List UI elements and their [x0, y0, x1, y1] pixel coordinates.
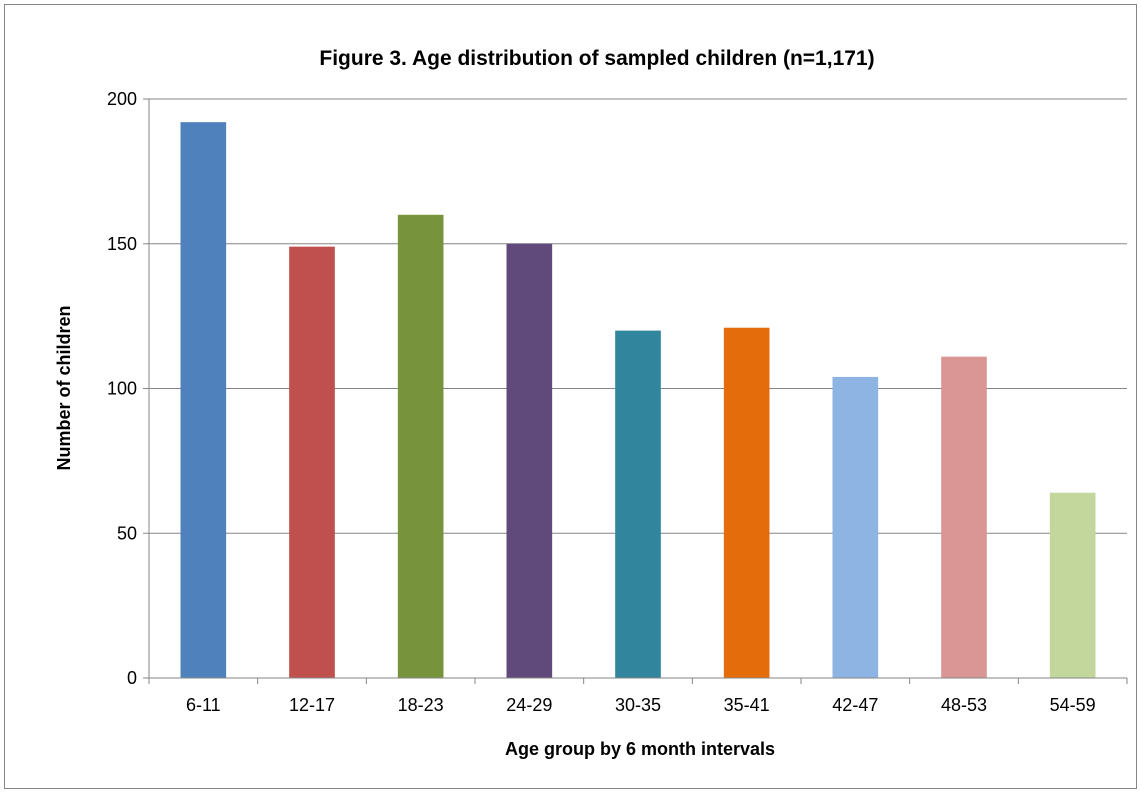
x-tick-labels: 6-11 12-17 18-23 24-29 30-35 35-41 42-47 48-53 5…: [186, 695, 1096, 715]
y-tick-label: 100: [107, 379, 137, 399]
bar-6-11: [180, 122, 227, 678]
y-tick-label: 50: [117, 523, 137, 543]
x-tick-label: 48-53: [941, 695, 987, 715]
y-tick-label: 200: [107, 89, 137, 109]
y-tick-label: 150: [107, 234, 137, 254]
x-tick-label: 24-29: [506, 695, 552, 715]
x-tick-label: 30-35: [615, 695, 661, 715]
x-tick-label: 54-59: [1050, 695, 1096, 715]
x-axis-title: Age group by 6 month intervals: [505, 739, 775, 759]
bar-30-35: [615, 330, 661, 678]
x-tick-label: 42-47: [832, 695, 878, 715]
chart-title: Figure 3. Age distribution of sampled ch…: [319, 47, 874, 70]
y-tick-labels: 0 50 100 150 200: [107, 89, 137, 688]
bar-35-41: [723, 327, 770, 678]
bar-24-29: [506, 243, 553, 678]
y-tick-label: 0: [127, 668, 137, 688]
x-tick-label: 18-23: [398, 695, 444, 715]
bars: [180, 122, 1096, 679]
y-axis-title: Number of children: [54, 305, 74, 470]
bar-48-53: [941, 356, 987, 678]
x-tick-label: 35-41: [724, 695, 770, 715]
bar-54-59: [1049, 492, 1096, 678]
bar-18-23: [397, 214, 444, 679]
bar-12-17: [289, 246, 335, 678]
axes: [143, 98, 1128, 684]
x-tick-label: 12-17: [289, 695, 335, 715]
bar-42-47: [832, 376, 879, 678]
x-tick-label: 6-11: [186, 695, 221, 715]
